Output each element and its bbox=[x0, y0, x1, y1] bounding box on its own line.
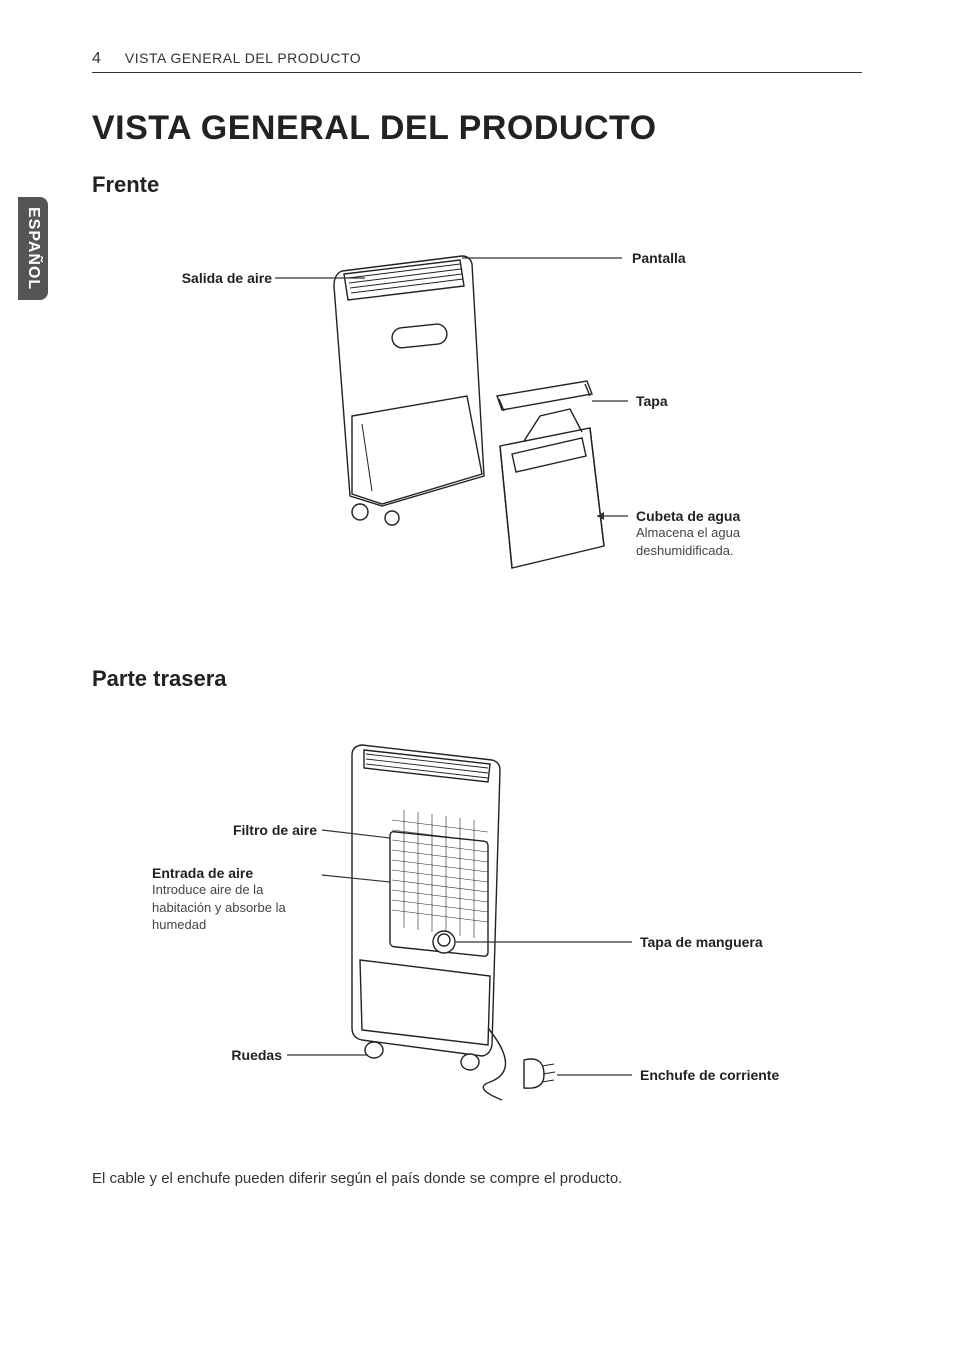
callout-display: Pantalla bbox=[632, 250, 686, 266]
callout-lid: Tapa bbox=[636, 393, 668, 409]
running-header: 4 VISTA GENERAL DEL PRODUCTO bbox=[92, 50, 862, 73]
label-lid: Tapa bbox=[636, 393, 668, 409]
label-air-outlet: Salida de aire bbox=[172, 270, 272, 286]
section-heading-front: Frente bbox=[92, 172, 862, 198]
page-number: 4 bbox=[92, 50, 101, 68]
section-heading-rear: Parte trasera bbox=[92, 666, 862, 692]
label-power-plug: Enchufe de corriente bbox=[640, 1067, 779, 1083]
callout-casters: Ruedas bbox=[222, 1047, 282, 1063]
callout-water-tank: Cubeta de agua Almacena el agua deshumid… bbox=[636, 508, 836, 559]
label-casters: Ruedas bbox=[222, 1047, 282, 1063]
label-hose-cap: Tapa de manguera bbox=[640, 934, 763, 950]
desc-water-tank: Almacena el agua deshumidificada. bbox=[636, 524, 836, 559]
running-header-title: VISTA GENERAL DEL PRODUCTO bbox=[125, 50, 361, 66]
label-air-filter: Filtro de aire bbox=[217, 822, 317, 838]
callout-air-inlet: Entrada de aire Introduce aire de la hab… bbox=[152, 865, 322, 934]
label-display: Pantalla bbox=[632, 250, 686, 266]
diagram-front: Salida de aire Pantalla Tapa Cubeta de a… bbox=[92, 216, 862, 646]
label-air-inlet: Entrada de aire bbox=[152, 865, 322, 881]
page-title: VISTA GENERAL DEL PRODUCTO bbox=[92, 109, 862, 148]
desc-air-inlet: Introduce aire de la habitación y absorb… bbox=[152, 881, 322, 934]
page-content: 4 VISTA GENERAL DEL PRODUCTO VISTA GENER… bbox=[92, 50, 862, 1187]
callout-air-outlet: Salida de aire bbox=[172, 270, 272, 286]
diagram-rear: Filtro de aire Entrada de aire Introduce… bbox=[92, 710, 862, 1130]
callout-hose-cap: Tapa de manguera bbox=[640, 934, 763, 950]
callout-air-filter: Filtro de aire bbox=[217, 822, 317, 838]
label-water-tank: Cubeta de agua bbox=[636, 508, 836, 524]
language-tab: ESPAÑOL bbox=[18, 197, 48, 300]
callout-power-plug: Enchufe de corriente bbox=[640, 1067, 779, 1083]
footnote: El cable y el enchufe pueden diferir seg… bbox=[92, 1170, 862, 1187]
